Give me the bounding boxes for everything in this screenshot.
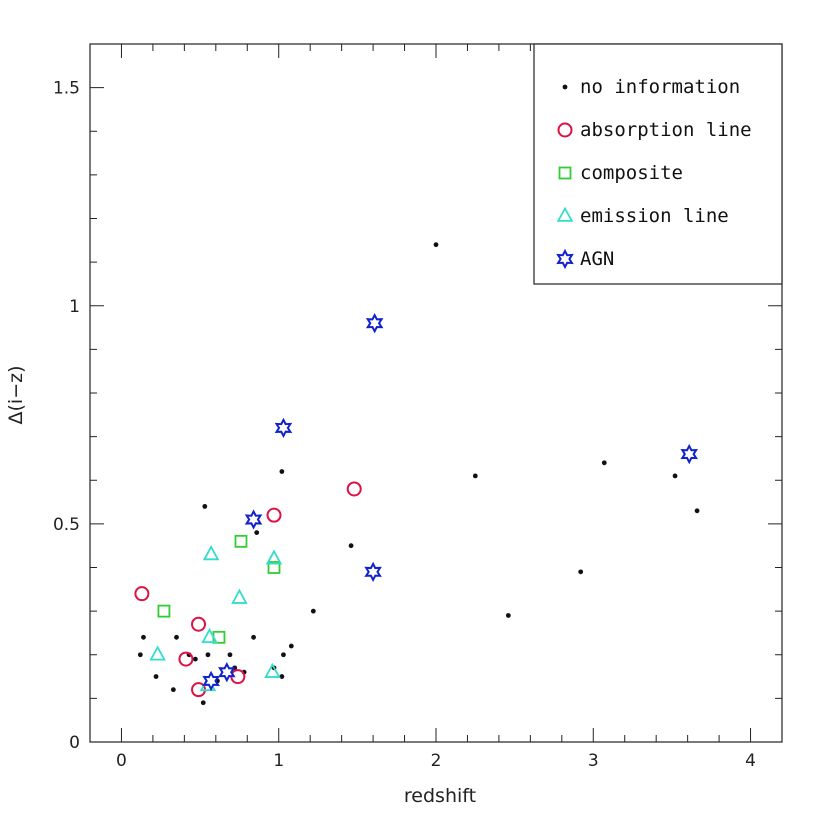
x-tick-label: 0 bbox=[116, 751, 127, 771]
legend-marker-circle bbox=[557, 122, 573, 138]
series-no-information bbox=[137, 242, 700, 706]
data-point-dot bbox=[174, 634, 179, 640]
y-tick-label: 1 bbox=[69, 297, 80, 317]
data-point-star bbox=[365, 313, 384, 334]
data-point-dot bbox=[137, 652, 143, 658]
data-point-circle bbox=[266, 507, 282, 523]
data-point-dot bbox=[170, 687, 176, 693]
data-point-dot bbox=[205, 652, 211, 658]
data-point-square bbox=[267, 561, 281, 574]
x-tick-label: 1 bbox=[273, 751, 284, 771]
data-point-triangle bbox=[201, 627, 218, 644]
data-point-dot bbox=[200, 700, 206, 706]
legend-marker-star bbox=[556, 248, 574, 270]
data-point-dot bbox=[601, 460, 607, 466]
x-tick-label: 2 bbox=[431, 751, 442, 771]
data-point-dot bbox=[254, 530, 260, 535]
legend-box bbox=[533, 43, 783, 285]
y-tick-label: 1.5 bbox=[53, 79, 80, 99]
data-point-star bbox=[680, 443, 699, 465]
data-point-dot bbox=[310, 608, 316, 614]
data-point-square bbox=[157, 604, 171, 618]
data-point-dot bbox=[472, 473, 478, 479]
data-point-dot bbox=[505, 613, 511, 618]
series-emission-line bbox=[149, 545, 283, 692]
legend-label: no information bbox=[580, 76, 740, 98]
data-point-dot bbox=[153, 674, 159, 679]
data-point-dot bbox=[227, 652, 233, 658]
tick-labels: 0 1 2 3 4 0 0.5 1 1.5 bbox=[53, 79, 756, 771]
data-point-star bbox=[274, 417, 293, 439]
data-point-dot bbox=[433, 242, 439, 248]
legend-label: AGN bbox=[580, 248, 614, 270]
y-tick-label: 0.5 bbox=[53, 515, 80, 535]
data-point-dot bbox=[694, 508, 700, 514]
x-tick-label: 3 bbox=[588, 751, 599, 771]
data-point-triangle bbox=[264, 662, 281, 678]
legend-marker-dot bbox=[562, 84, 568, 90]
legend-items: no information absorption line composite em… bbox=[556, 76, 752, 270]
data-point-dot bbox=[281, 652, 286, 658]
series-composite bbox=[157, 534, 281, 644]
data-point-triangle bbox=[202, 545, 220, 561]
data-point-dot bbox=[279, 674, 285, 679]
y-axis-label: Δ(i−z) bbox=[5, 366, 27, 425]
data-point-dot bbox=[251, 634, 256, 640]
data-point-dot bbox=[192, 656, 198, 662]
data-point-triangle bbox=[149, 645, 166, 661]
data-point-circle bbox=[178, 651, 194, 667]
data-point-star bbox=[202, 670, 220, 692]
legend-label: absorption line bbox=[580, 119, 752, 141]
data-point-square bbox=[234, 534, 248, 548]
data-point-star bbox=[364, 561, 382, 583]
series-AGN bbox=[202, 313, 699, 692]
data-point-dot bbox=[672, 473, 678, 479]
legend-label: composite bbox=[580, 162, 683, 184]
data-point-triangle bbox=[265, 549, 283, 565]
x-tick-label: 4 bbox=[745, 751, 756, 771]
data-point-dot bbox=[578, 569, 584, 575]
legend-marker-square bbox=[558, 166, 572, 180]
data-point-circle bbox=[191, 616, 207, 632]
legend-label: emission line bbox=[580, 205, 729, 227]
data-point-dot bbox=[279, 469, 285, 474]
data-point-circle bbox=[134, 586, 150, 602]
legend-marker-triangle bbox=[556, 206, 574, 222]
x-axis-label: redshift bbox=[404, 785, 476, 807]
legend: no information absorption line composite em… bbox=[533, 43, 783, 285]
data-point-dot bbox=[348, 543, 354, 549]
data-point-triangle bbox=[231, 588, 248, 604]
y-tick-label: 0 bbox=[69, 733, 80, 753]
data-point-dot bbox=[141, 634, 146, 640]
data-point-circle bbox=[346, 481, 362, 497]
data-point-star bbox=[218, 662, 236, 683]
data-point-dot bbox=[202, 504, 208, 509]
series-absorption-line bbox=[134, 481, 362, 698]
data-point-star bbox=[244, 509, 263, 530]
data-point-dot bbox=[288, 643, 294, 649]
data-markers bbox=[134, 242, 700, 706]
